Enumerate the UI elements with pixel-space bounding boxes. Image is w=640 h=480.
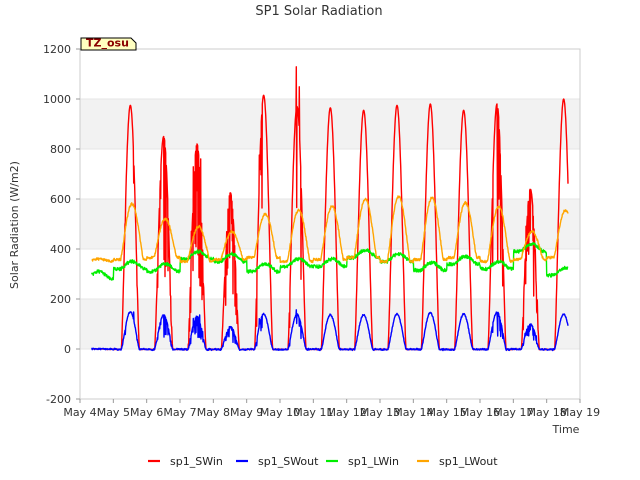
grid-band [80, 49, 580, 99]
legend-label: sp1_SWin [170, 455, 223, 468]
x-tick-label: May 14 [393, 406, 433, 419]
legend-label: sp1_LWin [348, 455, 399, 468]
plot-lines [91, 66, 569, 352]
x-tick-label: May 19 [560, 406, 600, 419]
x-tick-label: May 6 [130, 406, 163, 419]
x-tick-label: May 7 [163, 406, 196, 419]
y-tick-label: 400 [50, 243, 71, 256]
chart-title: SP1 Solar Radiation [255, 4, 382, 19]
x-tick-label: May 17 [493, 406, 533, 419]
timezone-label: TZ_osu [86, 37, 129, 50]
y-tick-label: 200 [50, 293, 71, 306]
series-line-sp1_SWout [91, 309, 569, 352]
x-tick-label: May 5 [97, 406, 130, 419]
grid-band [80, 99, 580, 149]
timezone-badge: TZ_osu [80, 37, 137, 51]
x-tick-label: May 8 [197, 406, 230, 419]
legend: sp1_SWin sp1_SWout sp1_LWin sp1_LWout [148, 455, 498, 468]
x-tick-label: May 15 [427, 406, 467, 419]
legend-label: sp1_SWout [258, 455, 319, 468]
y-axis: -200 0 200 400 600 800 1000 1200 [43, 43, 80, 406]
x-axis-title: Time [552, 423, 580, 436]
x-tick-label: May 11 [293, 406, 333, 419]
x-tick-label: May 18 [527, 406, 567, 419]
x-tick-label: May 4 [63, 406, 96, 419]
grid-band [80, 149, 580, 199]
x-tick-label: May 12 [327, 406, 367, 419]
x-tick-label: May 16 [460, 406, 500, 419]
y-tick-label: 1000 [43, 93, 71, 106]
series-line-sp1_SWin [91, 66, 569, 351]
grid-band [80, 199, 580, 249]
y-tick-label: 600 [50, 193, 71, 206]
x-tick-label: May 9 [230, 406, 263, 419]
y-tick-label: 800 [50, 143, 71, 156]
y-tick-label: -200 [46, 393, 71, 406]
plot-frame [79, 48, 581, 400]
x-tick-label: May 10 [260, 406, 300, 419]
grid-band [80, 349, 580, 399]
x-tick-label: May 13 [360, 406, 400, 419]
legend-label: sp1_LWout [439, 455, 498, 468]
y-axis-title: Solar Radiation (W/m2) [8, 161, 21, 289]
y-tick-label: 1200 [43, 43, 71, 56]
series-line-sp1_LWin [91, 242, 569, 281]
y-tick-label: 0 [64, 343, 71, 356]
series-line-sp1_LWout [91, 195, 569, 264]
